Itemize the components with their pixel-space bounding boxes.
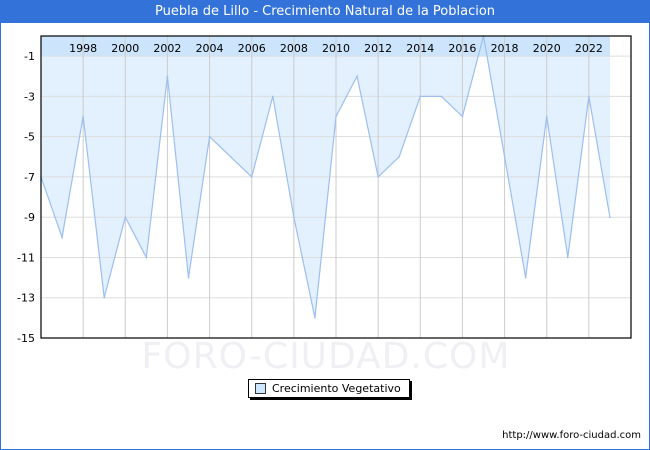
y-tick-label: -7 (24, 171, 35, 184)
y-tick-label: -13 (17, 292, 35, 305)
plot-border (40, 35, 632, 339)
x-tick-label: 2022 (575, 42, 603, 55)
series-line (40, 35, 611, 318)
x-tick-label: 2004 (196, 42, 224, 55)
legend-swatch (255, 383, 266, 394)
y-tick-label: -1 (24, 50, 35, 63)
legend: Crecimiento Vegetativo (248, 379, 410, 398)
x-tick-label: 2010 (322, 42, 350, 55)
legend-label: Crecimiento Vegetativo (272, 382, 401, 395)
data-point (124, 216, 127, 218)
y-tick-label: -9 (24, 211, 35, 224)
x-tick-label: 2012 (364, 42, 392, 55)
y-tick-label: -3 (24, 90, 35, 103)
data-point (82, 115, 84, 118)
data-point (609, 216, 611, 218)
source-url: http://www.foro-ciudad.com (502, 430, 641, 441)
x-tick-label: 2018 (491, 42, 519, 55)
data-point (335, 115, 337, 118)
year-band (41, 36, 610, 57)
data-point (250, 176, 253, 178)
x-tick-label: 1998 (69, 42, 97, 55)
data-point (103, 296, 106, 299)
data-point (61, 236, 63, 239)
x-tick-label: 2020 (533, 42, 561, 55)
data-point (377, 176, 379, 178)
data-point (293, 216, 295, 218)
data-point (545, 115, 548, 118)
data-point (166, 75, 169, 78)
data-point (461, 115, 464, 118)
data-point (271, 95, 274, 98)
data-point (419, 95, 422, 98)
x-tick-label: 2000 (111, 42, 139, 55)
y-tick-label: -11 (17, 251, 35, 264)
x-tick-label: 2014 (406, 42, 434, 55)
data-point (588, 95, 590, 98)
data-point (356, 75, 358, 78)
watermark: FORO-CIUDAD.COM (141, 336, 511, 377)
x-tick-label: 2006 (238, 42, 266, 55)
data-point (145, 256, 148, 259)
chart-title: Puebla de Lillo - Crecimiento Natural de… (1, 1, 649, 23)
data-point (566, 256, 569, 259)
x-tick-label: 2008 (280, 42, 308, 55)
data-point (229, 156, 232, 158)
data-point (503, 156, 506, 158)
y-tick-label: -15 (17, 332, 35, 345)
y-tick-label: -5 (24, 131, 35, 144)
data-point (440, 95, 443, 98)
data-point (187, 276, 190, 279)
data-point (314, 317, 316, 319)
data-point (524, 276, 527, 279)
x-tick-label: 2002 (153, 42, 181, 55)
x-tick-label: 2016 (448, 42, 476, 55)
data-point (208, 135, 211, 138)
data-point (398, 156, 401, 158)
